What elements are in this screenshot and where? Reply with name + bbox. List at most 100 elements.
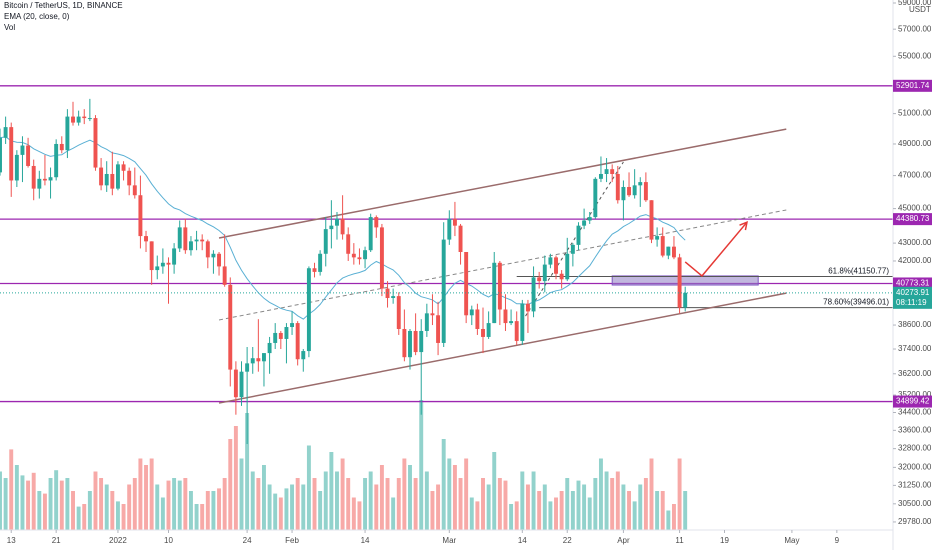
volume-bar (475, 501, 480, 530)
candle-body (582, 220, 587, 226)
legend: Bitcoin / TetherUS, 1D, BINANCE EMA (20,… (4, 1, 123, 32)
candle-body (228, 284, 233, 370)
volume-bar (99, 478, 104, 530)
volume-bar (346, 478, 351, 530)
volume-bar (677, 458, 682, 530)
candle-body (335, 218, 339, 226)
candle-body (37, 178, 42, 189)
candle-body (54, 143, 59, 178)
volume-bar (76, 506, 81, 530)
candle-body (475, 309, 480, 329)
candle-body (346, 234, 351, 254)
volume-bar (335, 471, 339, 530)
y-tick-label: 37400.00 (898, 344, 932, 353)
channel-upper (218, 128, 787, 239)
level-label-box (893, 79, 932, 92)
volume-bar (374, 484, 379, 530)
x-tick-label: 2022 (109, 536, 127, 545)
volume-bar (576, 480, 581, 530)
candle-body (660, 236, 665, 256)
y-tick-label: 36200.00 (898, 369, 932, 378)
candle-body (548, 257, 553, 265)
volume-bar (0, 471, 2, 530)
candle-body (14, 154, 19, 181)
x-tick-label: 22 (563, 536, 572, 545)
candle-body (87, 118, 92, 120)
candle-body (0, 137, 2, 173)
volume-bar (245, 413, 250, 530)
candle-body (233, 369, 238, 398)
volume-bar (497, 478, 502, 530)
volume-bar (660, 491, 665, 530)
candle-body (200, 239, 205, 242)
candle-body (396, 296, 401, 329)
chart-title: Bitcoin / TetherUS, 1D, BINANCE (4, 1, 123, 10)
candle-body (115, 164, 120, 189)
candle-body (363, 250, 368, 260)
fib-trend-line (521, 161, 624, 322)
volume-bar (217, 488, 222, 530)
candle-body (520, 303, 525, 341)
volume-bar (194, 504, 199, 530)
candle-body (278, 332, 283, 339)
volume-bar (441, 439, 446, 530)
candle-body (284, 327, 289, 339)
volume-bar (301, 484, 306, 530)
overlays: 52901.74 44380.73 40773.31 34899.42 40273.91… (893, 79, 932, 408)
volume-bar (368, 471, 373, 530)
candle-body (71, 116, 75, 123)
candle-body (256, 358, 261, 362)
volume-bar (464, 458, 469, 530)
volume-bar (205, 491, 210, 530)
volume-bar (452, 465, 457, 530)
candle-body (306, 268, 311, 352)
volume-bar (155, 484, 160, 530)
volume-bar (621, 484, 626, 530)
candle-body (447, 218, 452, 240)
candle-body (627, 186, 631, 196)
volume-bar (166, 480, 171, 530)
candle-body (559, 273, 564, 280)
candle-body (469, 309, 474, 316)
candle-body (542, 264, 547, 282)
volume-bar (638, 484, 643, 530)
projection-arrow (684, 221, 748, 277)
volume-bar (329, 452, 334, 530)
volume-bar (228, 439, 233, 530)
candle-body (9, 127, 14, 181)
volume-bar (408, 465, 412, 530)
candle-body (486, 323, 491, 337)
candle-body (138, 195, 143, 237)
y-tick-label: 34400.00 (898, 408, 932, 417)
candle-body (245, 363, 250, 372)
volume-bar (82, 504, 87, 530)
x-tick-label: 13 (7, 536, 16, 545)
volume-bar (649, 458, 654, 530)
candle-body (110, 173, 115, 189)
x-tick-label: 14 (518, 536, 527, 545)
volume-bar (402, 458, 407, 530)
candle-body (205, 241, 210, 258)
volume-bar (520, 471, 525, 530)
countdown-label: 08:11:19 (896, 298, 927, 307)
volume-bar (110, 491, 115, 530)
volume-bar (211, 491, 216, 530)
candle-body (666, 246, 671, 256)
candle-body (194, 239, 199, 242)
candle-body (492, 262, 497, 324)
candle-body (525, 303, 530, 312)
volume-bar (138, 458, 143, 530)
candle-body (93, 118, 98, 168)
candle-body (273, 332, 278, 343)
volume-bar (295, 478, 300, 530)
volume-bar (121, 504, 126, 530)
y-tick-label: 49000.00 (898, 139, 932, 148)
volume-bar (509, 504, 514, 530)
volume-bar (20, 475, 25, 530)
level-label: 44380.73 (896, 214, 930, 223)
volume-bar (93, 471, 98, 530)
candle-body (48, 177, 53, 181)
volume-bar (565, 478, 570, 530)
